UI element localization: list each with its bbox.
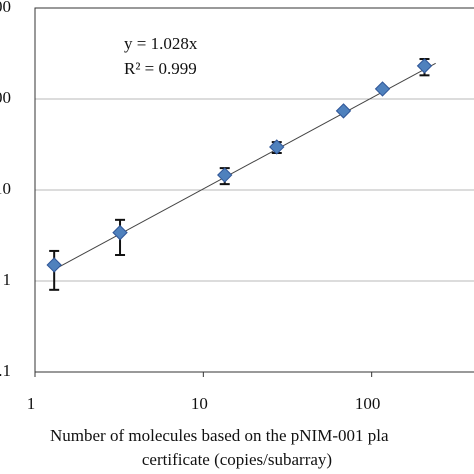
y-tick-label: 0.1 — [0, 361, 11, 380]
point — [374, 81, 391, 97]
x-tick-label: 10 — [191, 394, 208, 413]
x-axis-label: certificate (copies/subarray) — [142, 450, 332, 469]
y-tick-label: 100 — [0, 88, 11, 107]
annotation: y = 1.028x — [124, 34, 198, 53]
point — [416, 58, 433, 74]
point — [46, 257, 62, 273]
x-tick-label: 1 — [27, 394, 36, 413]
point — [269, 139, 285, 155]
trendline — [53, 62, 436, 270]
y-tick-label: 10 — [0, 179, 11, 198]
point — [217, 167, 233, 183]
x-tick-label: 100 — [355, 394, 381, 413]
point — [335, 103, 352, 119]
point — [112, 224, 128, 241]
plot-frame — [34, 7, 474, 373]
x-axis-label: Number of molecules based on the pNIM-00… — [50, 426, 389, 445]
y-tick-label: 1 — [3, 270, 12, 289]
annotation: R² = 0.999 — [124, 59, 197, 78]
